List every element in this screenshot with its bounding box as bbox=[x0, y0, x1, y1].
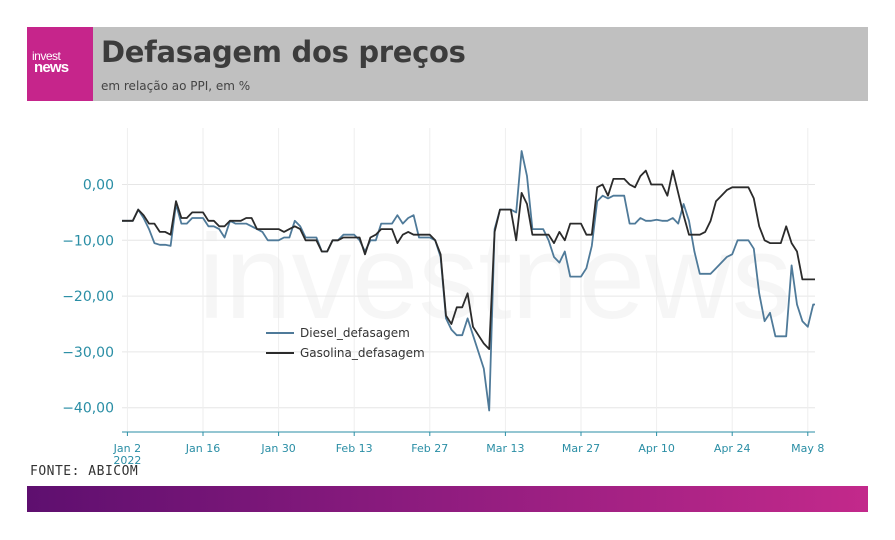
diesel-series-line bbox=[122, 150, 815, 412]
source-note: FONTE: ABICOM bbox=[30, 464, 139, 479]
x-tick-label: Jan 2 bbox=[113, 442, 141, 455]
legend-label: Diesel_defasagem bbox=[300, 326, 410, 340]
investnews-logo: invest news bbox=[27, 27, 93, 101]
brand-footer-bar bbox=[27, 486, 868, 512]
y-tick-label: −30,00 bbox=[62, 345, 114, 361]
y-tick-label: −40,00 bbox=[62, 401, 114, 417]
x-tick-label: Mar 27 bbox=[562, 442, 600, 455]
chart-header: invest news Defasagem dos preços em rela… bbox=[27, 27, 868, 101]
x-tick-year-label: 2022 bbox=[113, 454, 141, 467]
x-tick-label: Mar 13 bbox=[486, 442, 524, 455]
chart-subtitle: em relação ao PPI, em % bbox=[101, 79, 251, 93]
x-tick-label: Jan 16 bbox=[185, 442, 220, 455]
x-tick-label: Apr 10 bbox=[638, 442, 675, 455]
gasolina-series-line bbox=[122, 169, 815, 350]
y-tick-label: −20,00 bbox=[62, 289, 114, 305]
x-tick-label: Feb 13 bbox=[336, 442, 373, 455]
y-tick-label: 0,00 bbox=[83, 178, 114, 194]
logo-text-bottom: news bbox=[34, 59, 69, 76]
x-tick-label: Jan 30 bbox=[260, 442, 295, 455]
x-tick-label: May 8 bbox=[791, 442, 824, 455]
y-tick-label: −10,00 bbox=[62, 233, 114, 249]
x-tick-label: Feb 27 bbox=[411, 442, 448, 455]
x-tick-label: Apr 24 bbox=[714, 442, 751, 455]
logo-text-top: invest bbox=[32, 49, 61, 63]
legend-label: Gasolina_defasagem bbox=[300, 346, 425, 360]
chart-title: Defasagem dos preços bbox=[101, 35, 466, 69]
